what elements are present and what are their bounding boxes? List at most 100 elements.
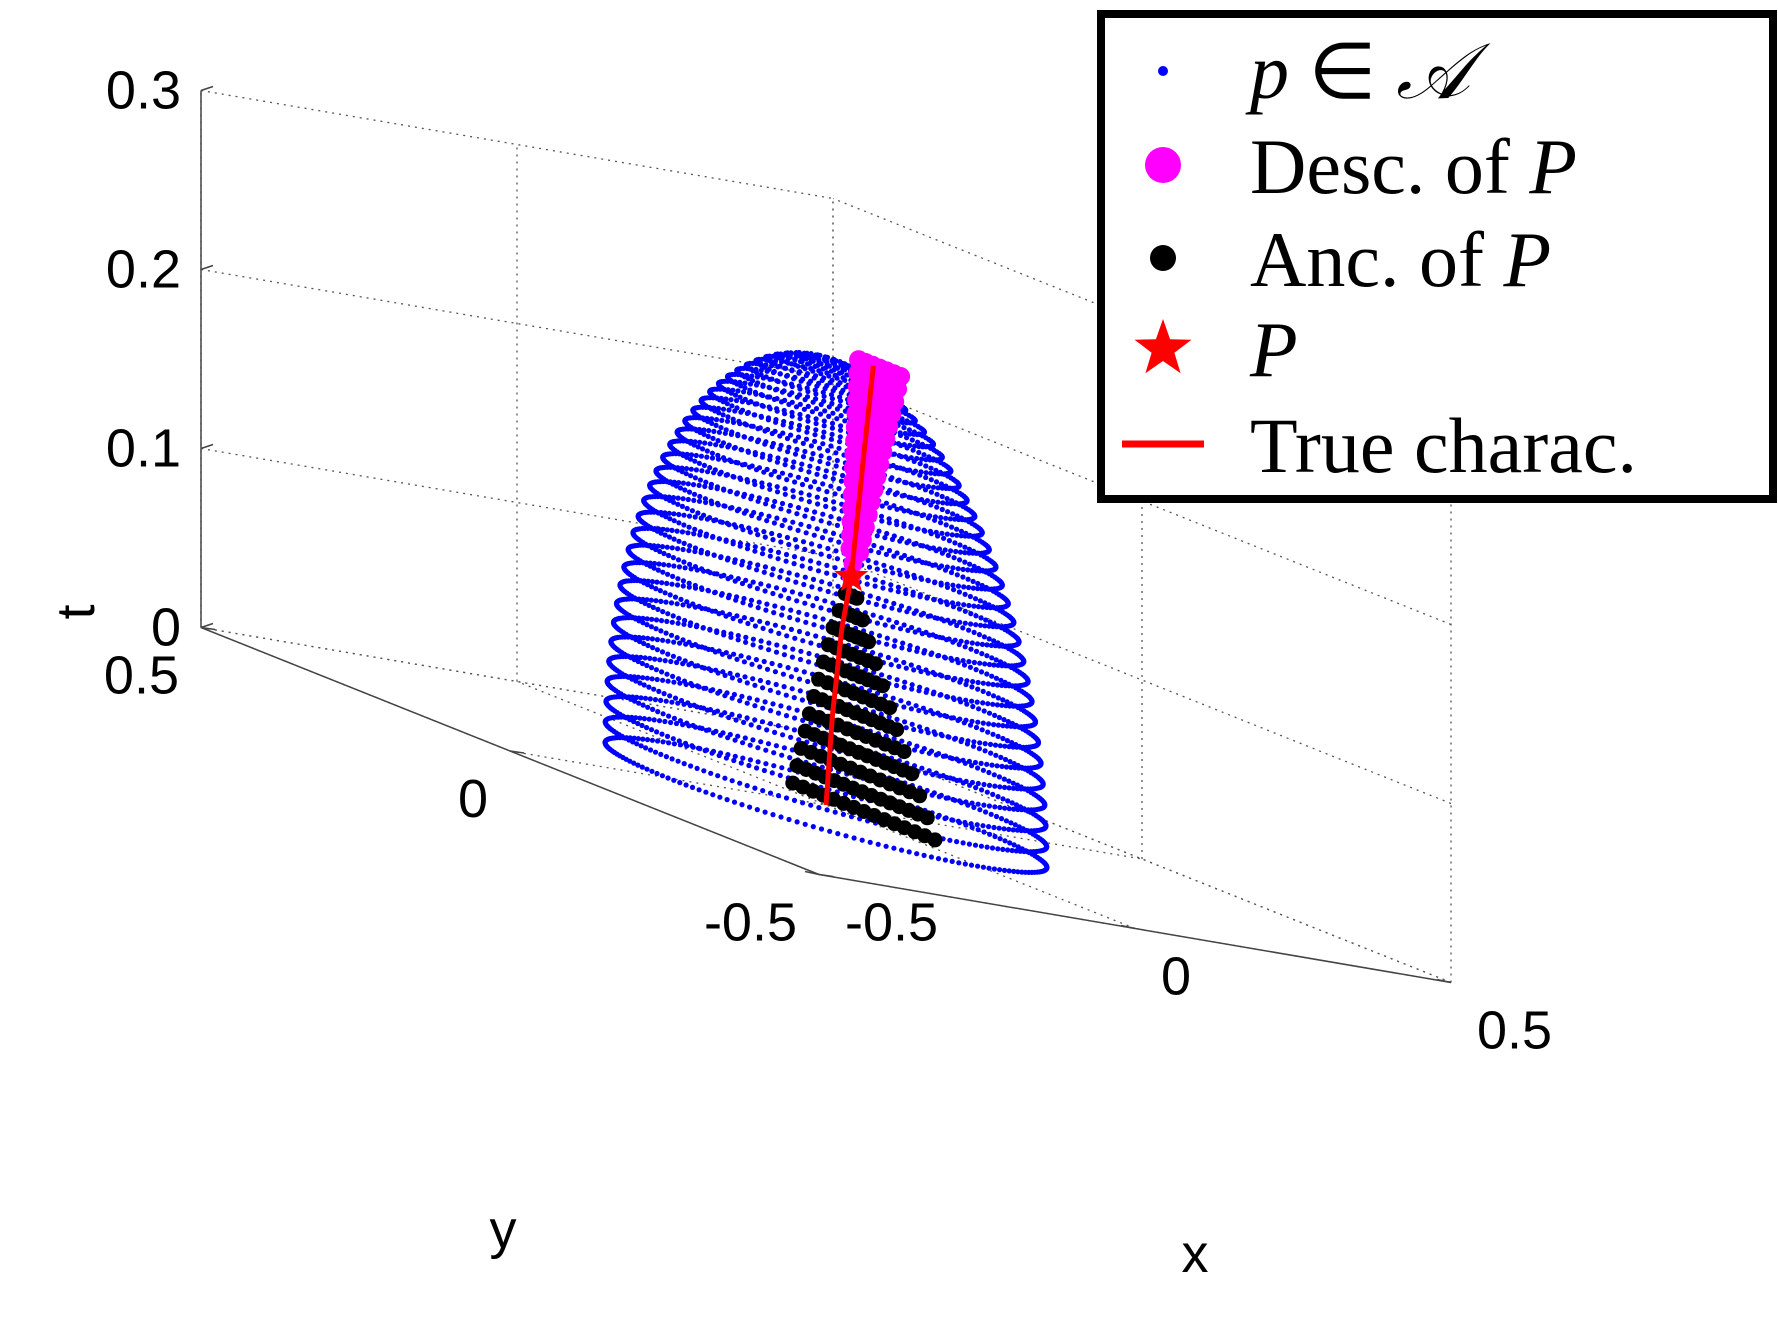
- domain-point: [789, 686, 795, 692]
- domain-point: [991, 824, 997, 831]
- t-tick-mark: [200, 622, 214, 629]
- domain-point: [791, 376, 797, 382]
- domain-point: [649, 636, 656, 642]
- domain-point: [779, 612, 785, 618]
- legend-label-descendants: Desc. of P: [1250, 123, 1577, 210]
- domain-point: [829, 396, 836, 402]
- domain-point: [979, 727, 985, 733]
- x-tick-label: 0: [1161, 947, 1191, 1007]
- domain-point: [718, 573, 724, 579]
- domain-point: [994, 763, 1000, 769]
- domain-point: [792, 451, 799, 457]
- domain-point: [820, 441, 826, 447]
- domain-point: [1002, 838, 1008, 844]
- domain-point: [730, 416, 736, 422]
- domain-point: [1001, 717, 1007, 723]
- domain-point: [716, 536, 723, 542]
- domain-point: [810, 603, 816, 609]
- domain-point: [929, 792, 935, 798]
- domain-point: [891, 600, 897, 607]
- domain-point: [694, 765, 700, 772]
- domain-point: [747, 602, 754, 608]
- domain-point: [930, 772, 936, 778]
- domain-point: [683, 471, 689, 477]
- domain-point: [816, 560, 822, 566]
- domain-point: [695, 745, 702, 751]
- domain-point: [692, 526, 698, 533]
- domain-point: [778, 568, 784, 574]
- domain-point: [917, 724, 923, 730]
- domain-point: [898, 698, 904, 704]
- domain-point: [669, 619, 675, 625]
- domain-point: [987, 831, 993, 837]
- legend-label-characteristic: True charac.: [1250, 402, 1637, 489]
- domain-point: [741, 389, 747, 395]
- domain-point: [701, 427, 707, 433]
- domain-point: [671, 741, 678, 747]
- domain-point: [933, 633, 939, 640]
- domain-point: [688, 763, 694, 769]
- domain-point: [927, 528, 934, 535]
- domain-point: [881, 562, 887, 568]
- domain-point: [992, 833, 998, 840]
- domain-point: [962, 550, 968, 556]
- domain-point: [999, 682, 1005, 689]
- domain-point: [747, 804, 753, 810]
- domain-point: [741, 493, 747, 499]
- domain-point: [894, 506, 900, 512]
- domain-point: [699, 446, 706, 452]
- domain-point: [770, 812, 776, 818]
- domain-point: [874, 566, 880, 572]
- domain-point: [721, 632, 727, 638]
- domain-point: [729, 711, 735, 718]
- domain-point: [742, 385, 748, 391]
- domain-point: [826, 404, 832, 410]
- domain-point: [995, 846, 1001, 852]
- domain-point: [879, 503, 885, 509]
- domain-point: [915, 526, 921, 532]
- domain-point: [752, 452, 758, 458]
- domain-point: [800, 440, 806, 446]
- domain-point: [897, 538, 903, 544]
- domain-point: [960, 574, 966, 580]
- domain-point: [724, 401, 730, 407]
- domain-point: [709, 455, 716, 461]
- domain-point: [842, 418, 848, 424]
- domain-point: [805, 388, 811, 395]
- domain-point: [786, 541, 792, 548]
- domain-point: [645, 642, 651, 649]
- domain-point: [909, 686, 915, 692]
- domain-point: [933, 752, 940, 758]
- domain-point: [740, 740, 746, 746]
- domain-point: [806, 650, 812, 657]
- domain-point: [713, 422, 719, 428]
- domain-point: [791, 797, 798, 804]
- y-tick-label: 0.5: [104, 646, 179, 706]
- domain-point: [930, 484, 937, 490]
- domain-point: [874, 620, 881, 626]
- domain-point: [972, 842, 979, 848]
- domain-point: [731, 757, 737, 764]
- domain-point: [838, 478, 845, 484]
- domain-point: [697, 477, 704, 483]
- domain-point: [702, 440, 708, 446]
- domain-point: [961, 584, 967, 590]
- domain-point: [783, 713, 790, 719]
- domain-point: [943, 515, 949, 521]
- domain-point: [705, 469, 711, 475]
- domain-point: [981, 634, 988, 640]
- domain-point: [932, 579, 938, 585]
- domain-point: [745, 376, 751, 382]
- domain-point: [692, 514, 698, 520]
- domain-point: [761, 767, 768, 774]
- domain-point: [697, 493, 703, 500]
- domain-point: [924, 595, 930, 601]
- domain-point: [915, 439, 921, 445]
- domain-point: [954, 839, 960, 845]
- domain-point: [715, 452, 721, 458]
- domain-point: [640, 620, 646, 626]
- domain-point: [762, 588, 768, 594]
- domain-point: [698, 585, 705, 591]
- domain-point: [686, 513, 693, 519]
